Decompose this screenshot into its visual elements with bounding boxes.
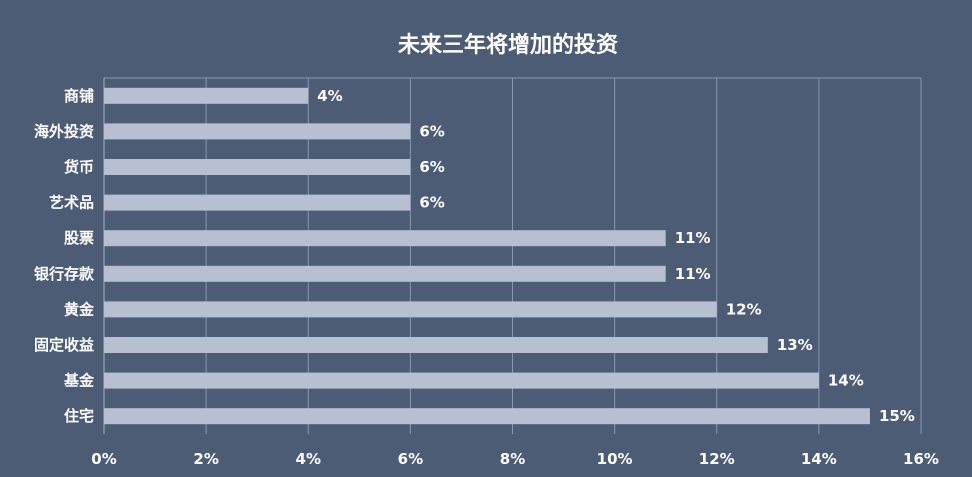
data-label: 13%	[777, 336, 813, 354]
bar	[104, 265, 666, 282]
bar	[104, 230, 666, 247]
data-label: 11%	[675, 229, 711, 247]
bar	[104, 87, 309, 104]
category-label: 股票	[64, 229, 94, 247]
category-label: 货币	[64, 158, 94, 176]
data-label: 4%	[317, 87, 342, 105]
data-label: 6%	[419, 158, 444, 176]
category-label: 黄金	[64, 300, 95, 318]
data-label: 6%	[419, 194, 444, 212]
bars	[104, 87, 870, 425]
category-label: 银行存款	[34, 265, 95, 283]
chart-title: 未来三年将增加的投资	[398, 32, 618, 58]
category-label: 基金	[63, 372, 95, 390]
category-label: 海外投资	[34, 122, 94, 140]
bar	[104, 194, 411, 211]
data-label: 12%	[726, 300, 762, 318]
bar	[104, 123, 411, 140]
bar	[104, 408, 870, 425]
x-tick-label: 6%	[398, 450, 423, 468]
x-tick-label: 2%	[193, 450, 218, 468]
x-tick-label: 4%	[296, 450, 321, 468]
value-labels: 4% 6% 6% 6% 11% 11% 12% 13% 14% 15%	[317, 87, 915, 425]
category-label: 商铺	[64, 87, 94, 105]
category-label: 住宅	[64, 407, 94, 425]
bar	[104, 337, 768, 353]
x-axis-tick-labels: 0% 2% 4% 6% 8% 10% 12% 14% 16%	[91, 450, 939, 468]
bar	[104, 159, 411, 175]
category-label: 固定收益	[34, 336, 94, 354]
x-tick-label: 8%	[500, 450, 525, 468]
bar	[104, 301, 717, 318]
bar	[104, 372, 819, 389]
data-label: 15%	[879, 407, 915, 425]
x-tick-label: 14%	[801, 450, 837, 468]
x-tick-label: 12%	[699, 450, 735, 468]
x-tick-label: 10%	[597, 450, 633, 468]
category-label: 艺术品	[49, 194, 94, 212]
x-tick-label: 16%	[903, 450, 939, 468]
data-label: 6%	[419, 122, 444, 140]
x-tick-label: 0%	[91, 450, 116, 468]
data-label: 11%	[675, 265, 711, 283]
data-label: 14%	[828, 372, 864, 390]
